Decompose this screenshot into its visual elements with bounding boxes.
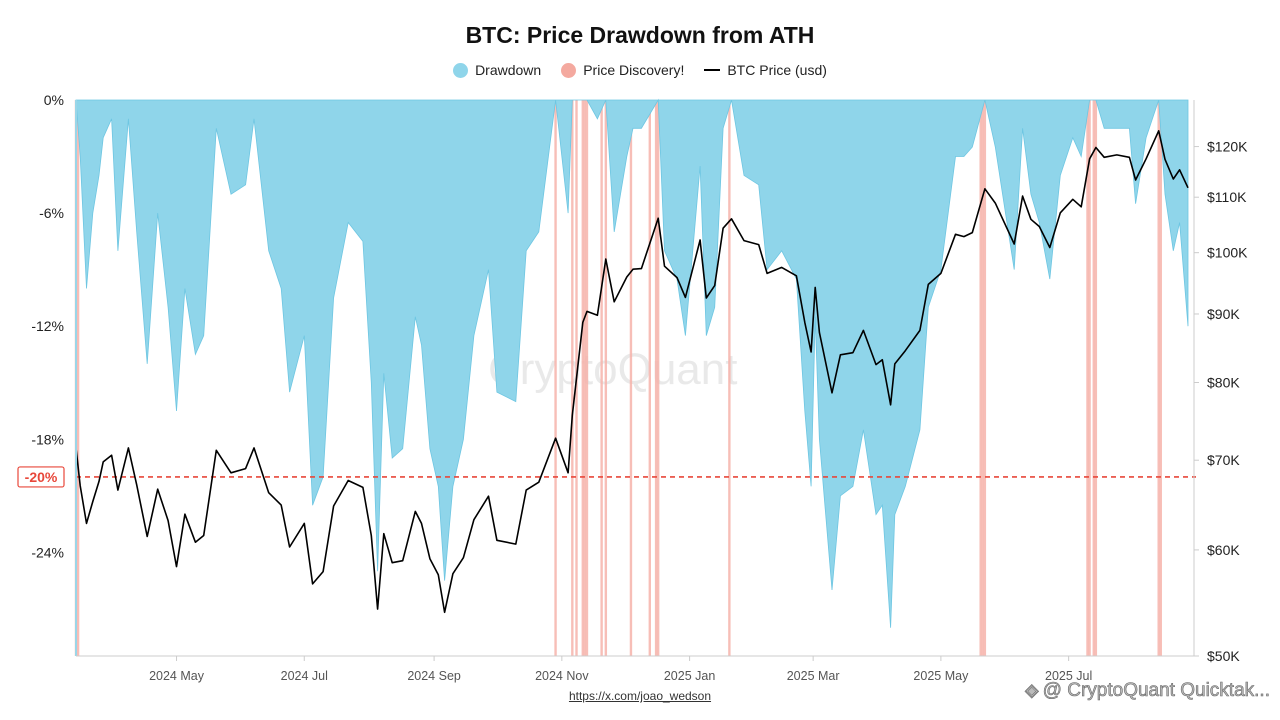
price-discovery-bar xyxy=(728,100,731,656)
y-right-tick-label: $50K xyxy=(1207,648,1240,664)
legend-label-drawdown: Drawdown xyxy=(475,62,542,78)
source-link[interactable]: https://x.com/joao_wedson xyxy=(568,689,712,703)
y-left-tick-label: -18% xyxy=(31,431,64,447)
price-discovery-bar xyxy=(604,100,608,656)
price-discovery-bar xyxy=(983,100,987,656)
price-discovery-bar xyxy=(1094,100,1098,656)
btc-price-line xyxy=(75,130,1189,614)
price-discovery-bar xyxy=(1159,100,1162,656)
price-discovery-bar xyxy=(648,100,652,656)
x-tick-label: 2025 Mar xyxy=(787,669,840,683)
price-line-layer xyxy=(75,130,1189,614)
cryptoquant-logo-icon: ◈ xyxy=(1024,680,1039,701)
price-discovery-bar xyxy=(1086,100,1089,656)
price-discovery-bar xyxy=(1088,100,1091,656)
legend-swatch-drawdown xyxy=(453,62,469,78)
price-discovery-bar xyxy=(979,100,982,656)
y-left-tick-label: 0% xyxy=(44,92,64,108)
legend-label-price-discovery: Price Discovery! xyxy=(583,62,685,78)
watermark: CryptoQuant xyxy=(488,345,738,394)
price-discovery-bar xyxy=(571,100,574,656)
y-right-tick-label: $110K xyxy=(1207,189,1247,205)
y-right-tick-label: $100K xyxy=(1207,245,1248,261)
x-tick-label: 2025 Jan xyxy=(664,669,715,683)
legend-item-price-discovery[interactable]: Price Discovery! xyxy=(561,62,684,78)
drawdown-area xyxy=(75,98,1189,628)
x-tick-label: 2024 Nov xyxy=(535,669,589,683)
legend: Drawdown Price Discovery! BTC Price (usd… xyxy=(0,62,1280,78)
legend-item-drawdown[interactable]: Drawdown xyxy=(453,62,541,78)
chart-title: BTC: Price Drawdown from ATH xyxy=(465,22,815,48)
y-right-tick-label: $90K xyxy=(1207,306,1240,322)
legend-swatch-btc-price xyxy=(704,69,721,71)
y-right-tick-label: $80K xyxy=(1207,375,1240,391)
x-tick-label: 2025 Jul xyxy=(1045,669,1092,683)
drawdown-area-layer xyxy=(75,98,1189,628)
x-tick-label: 2024 May xyxy=(149,669,205,683)
price-discovery-bar xyxy=(656,100,660,656)
y-left-tick-label: -12% xyxy=(31,318,64,334)
threshold-layer: -20% xyxy=(17,466,1196,488)
price-discovery-bar xyxy=(981,100,984,656)
price-discovery-bar xyxy=(1157,100,1160,656)
price-discovery-bar xyxy=(1092,100,1095,656)
price-discovery-bar xyxy=(583,100,587,656)
price-discovery-bar xyxy=(654,100,658,656)
legend-label-btc-price: BTC Price (usd) xyxy=(727,62,827,78)
price-discovery-bar xyxy=(76,100,80,656)
price-discovery-bar xyxy=(585,100,589,656)
legend-item-btc-price[interactable]: BTC Price (usd) xyxy=(704,62,827,78)
x-tick-label: 2025 May xyxy=(913,669,969,683)
price-discovery-bar xyxy=(600,100,603,656)
threshold-label-box xyxy=(17,466,65,488)
axes-layer: 0% -6% -12% -18% -24% $50K $60K $70K $80K $90K $10… xyxy=(31,92,1248,683)
x-tick-label: 2024 Jul xyxy=(281,669,328,683)
y-right-tick-label: $120K xyxy=(1207,139,1248,155)
y-left-tick-label: -6% xyxy=(39,205,64,221)
threshold-label: -20% xyxy=(25,469,58,485)
y-right-tick-label: $60K xyxy=(1207,542,1240,558)
footer-credit: ◈ @ CryptoQuant Quicktak... xyxy=(1024,680,1271,702)
price-discovery-bar xyxy=(554,100,557,656)
y-left-tick-label: -24% xyxy=(31,544,64,560)
price-discovery-bar xyxy=(629,100,633,656)
price-discovery-bar xyxy=(581,100,584,656)
y-right-tick-label: $70K xyxy=(1207,452,1240,468)
legend-swatch-price-discovery xyxy=(561,62,577,78)
footer-credit-text: @ CryptoQuant Quicktak... xyxy=(1042,680,1270,702)
x-tick-label: 2024 Sep xyxy=(407,669,461,683)
